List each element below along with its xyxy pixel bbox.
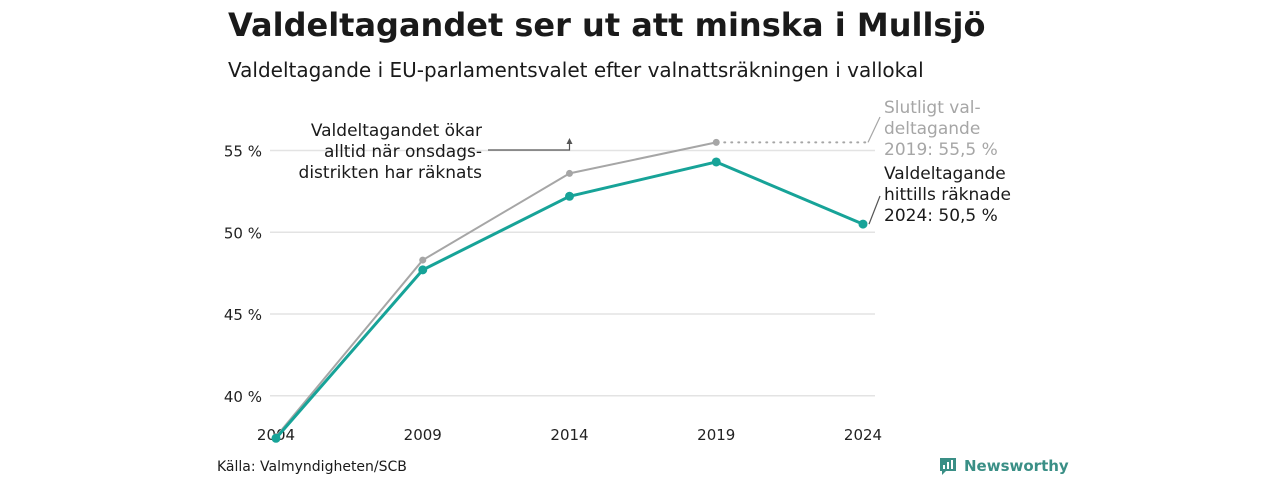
wednesday-districts-note: alltid när onsdags- [324, 142, 482, 162]
counted-turnout-label: 2024: 50,5 % [884, 206, 998, 226]
brand-name: Newsworthy [964, 457, 1069, 475]
y-tick-label: 50 % [224, 224, 262, 242]
data-point-final [419, 256, 427, 264]
series-line-final [275, 141, 718, 438]
y-axis-tick-labels: 40 % 45 % 50 % 55 % [224, 143, 262, 406]
annotation-connectors [488, 116, 881, 225]
series-lines [271, 138, 868, 443]
note-connector [488, 141, 571, 151]
note-arrowhead [566, 138, 573, 144]
y-tick-label: 40 % [224, 388, 262, 406]
data-point-final [566, 169, 573, 177]
chart-title: Valdeltagandet ser ut att minska i Mulls… [228, 6, 986, 44]
final-turnout-label: 2019: 55,5 % [884, 140, 998, 160]
final-label-connector [867, 116, 881, 143]
data-point-counted [565, 191, 574, 201]
brand-logo: Newsworthy [938, 456, 1069, 476]
counted-turnout-label: Valdeltagande [884, 164, 1006, 184]
x-tick-label: 2019 [697, 426, 735, 444]
grid-lines [270, 149, 875, 397]
final-turnout-label: Slutligt val- [884, 98, 981, 118]
source-note: Källa: Valmyndigheten/SCB [217, 459, 407, 475]
data-point-counted [271, 433, 281, 443]
final-turnout-label: deltagande [884, 119, 980, 139]
counted-turnout-label: hittills räknade [884, 185, 1011, 205]
x-axis-tick-labels: 20042009201420192024 [257, 426, 882, 444]
data-point-counted [418, 265, 428, 275]
x-tick-label: 2014 [550, 426, 588, 444]
y-tick-label: 45 % [224, 306, 262, 324]
wednesday-districts-note: Valdeltagandet ökar [311, 121, 482, 141]
counted-label-connector [868, 195, 881, 225]
data-point-counted [711, 157, 721, 167]
chart-subtitle: Valdeltagande i EU-parlamentsvalet efter… [228, 58, 924, 82]
newsworthy-logo-icon [940, 458, 956, 475]
data-point-final [712, 138, 720, 146]
x-tick-label: 2024 [844, 426, 882, 444]
data-point-counted [858, 219, 868, 229]
y-tick-label: 55 % [224, 143, 262, 161]
series-line-counted [274, 160, 865, 440]
x-tick-label: 2009 [404, 426, 442, 444]
wednesday-districts-note: distrikten har räknats [299, 163, 483, 183]
